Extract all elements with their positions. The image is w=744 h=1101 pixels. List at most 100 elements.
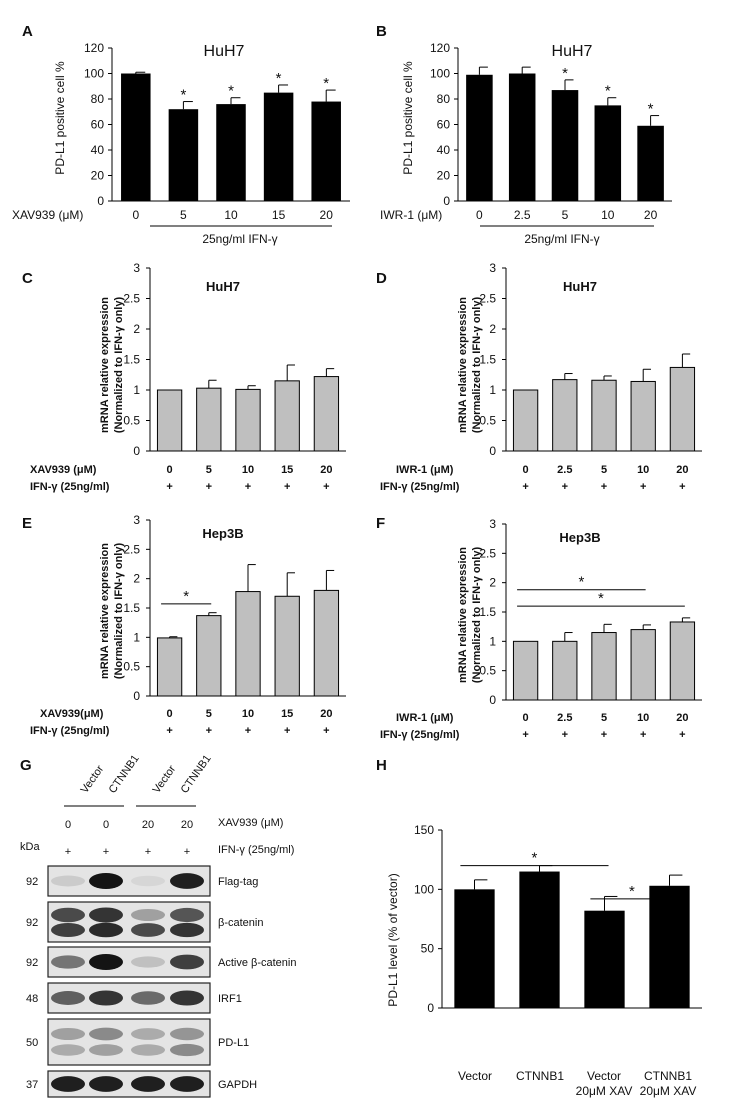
panel-c: C HuH7 mRNA relative expression (Normali… [22, 261, 346, 493]
xav-label: XAV939 (μM) [218, 817, 283, 829]
y-tick-label: 0 [443, 194, 450, 208]
significance-star: * [629, 883, 635, 900]
x-tick-label: 0 [167, 464, 173, 476]
bar [156, 637, 183, 697]
significance-star: * [276, 70, 282, 87]
x-tick-label: 15 [281, 464, 293, 476]
x-tick-label: 20μM XAV [640, 1084, 697, 1098]
blot-band [131, 956, 165, 968]
kda-value: 92 [26, 876, 38, 888]
blot-band [170, 954, 204, 970]
bar-plot: 0 0.5 1 1.5 2 2.5 3 0 +2.5 +5 +10 +20 + * * [479, 517, 702, 741]
bar-plot: 0 0.5 1 1.5 2 2.5 3 0 +2.5 +5 +10 +20 + [479, 261, 702, 493]
y-tick-label: 1.5 [479, 353, 496, 367]
blot-band [89, 873, 123, 889]
y-tick-label: 2 [133, 322, 140, 336]
y-tick-label: 2.5 [123, 542, 140, 556]
blot-band [170, 922, 204, 938]
x-tick-label: 5 [180, 208, 187, 222]
ifn-plus: + [65, 846, 71, 858]
lane-label: CTNNB1 [107, 753, 142, 796]
y-axis-label-line1: mRNA relative expression [99, 543, 111, 679]
row-label-ifn: IFN-γ (25ng/ml) [30, 725, 110, 737]
chart-title: Hep3B [202, 526, 243, 541]
kda-value: 92 [26, 917, 38, 929]
bar [630, 380, 656, 452]
bar [591, 379, 617, 452]
blot-band [51, 907, 85, 923]
x-tick-label: 0 [167, 708, 173, 720]
row-label-ifn: IFN-γ (25ng/ml) [380, 729, 460, 741]
row-label-ifn: IFN-γ (25ng/ml) [30, 481, 110, 493]
ifn-plus: + [166, 481, 172, 493]
chart-title: HuH7 [563, 279, 597, 294]
blot-band [170, 1043, 204, 1057]
bar [235, 388, 261, 452]
panel-letter: E [22, 515, 32, 532]
y-tick-label: 1 [133, 383, 140, 397]
y-tick-label: 3 [133, 261, 140, 275]
x-tick-label: 10 [601, 208, 615, 222]
y-tick-label: 0.5 [479, 414, 496, 428]
bar [196, 387, 222, 452]
y-tick-label: 1 [489, 383, 496, 397]
bar [168, 109, 199, 201]
y-tick-label: 100 [84, 67, 104, 81]
ifn-label: IFN-γ (25ng/ml) [218, 844, 294, 856]
lane-label: Vector [151, 763, 179, 796]
x-tick-label: 5 [601, 712, 607, 724]
blot-strip [47, 1018, 211, 1066]
y-tick-label: 1.5 [123, 353, 140, 367]
ifn-plus: + [166, 725, 172, 737]
x-tick-label: 2.5 [557, 464, 572, 476]
y-tick-label: 120 [430, 41, 450, 55]
y-tick-label: 2 [489, 576, 496, 590]
x-tick-label: Vector [458, 1069, 492, 1083]
ifn-plus: + [206, 725, 212, 737]
ifn-plus: + [562, 729, 568, 741]
y-tick-label: 50 [421, 942, 435, 956]
y-axis-label-line2: (Normalized to IFN-γ only) [471, 297, 483, 434]
bar [313, 376, 340, 452]
blot-protein-label: PD-L1 [218, 1037, 249, 1049]
blot-strips: 92 Flag-tag 92 β-catenin 92 Active β-catenin 4… [26, 865, 296, 1098]
y-tick-label: 2.5 [123, 292, 140, 306]
y-tick-label: 0.5 [123, 660, 140, 674]
kda-value: 92 [26, 957, 38, 969]
panel-letter: C [22, 270, 33, 287]
y-axis-label: PD-L1 positive cell % [53, 61, 67, 175]
y-tick-label: 100 [430, 67, 450, 81]
treatment-label: 25ng/ml IFN-γ [202, 232, 277, 246]
y-tick-label: 0 [489, 693, 496, 707]
row-label-dose: XAV939(μM) [40, 708, 104, 720]
blot-band [131, 1028, 165, 1040]
y-tick-label: 1.5 [479, 605, 496, 619]
bar [311, 101, 341, 201]
x-tick-label: 20μM XAV [576, 1084, 633, 1098]
y-tick-label: 3 [489, 517, 496, 531]
bar [669, 366, 696, 452]
y-tick-label: 1.5 [123, 601, 140, 615]
bar [637, 125, 664, 201]
bar [551, 90, 579, 201]
x-tick-label: CTNNB1 [516, 1069, 564, 1083]
chart-title: HuH7 [204, 43, 245, 60]
significance-star: * [605, 83, 611, 100]
panel-a: A HuH7 PD-L1 positive cell % XAV939 (μM)… [12, 23, 350, 246]
blot-band [170, 1076, 204, 1092]
blot-band [89, 990, 123, 1006]
x-tick-label: 5 [206, 464, 212, 476]
significance-star: * [648, 101, 654, 118]
blot-band [89, 1027, 123, 1041]
panel-h: H PD-L1 level (% of vector) Vector CTNNB… [376, 757, 702, 1098]
x-tick-label: 20 [320, 708, 332, 720]
bar [274, 595, 300, 697]
bar [649, 885, 690, 1008]
blot-protein-label: GAPDH [218, 1079, 257, 1091]
y-tick-label: 0 [133, 444, 140, 458]
blot-band [170, 873, 204, 889]
kda-value: 37 [26, 1079, 38, 1091]
bar [274, 380, 300, 452]
bar [512, 389, 539, 452]
kda-label: kDa [20, 841, 40, 853]
